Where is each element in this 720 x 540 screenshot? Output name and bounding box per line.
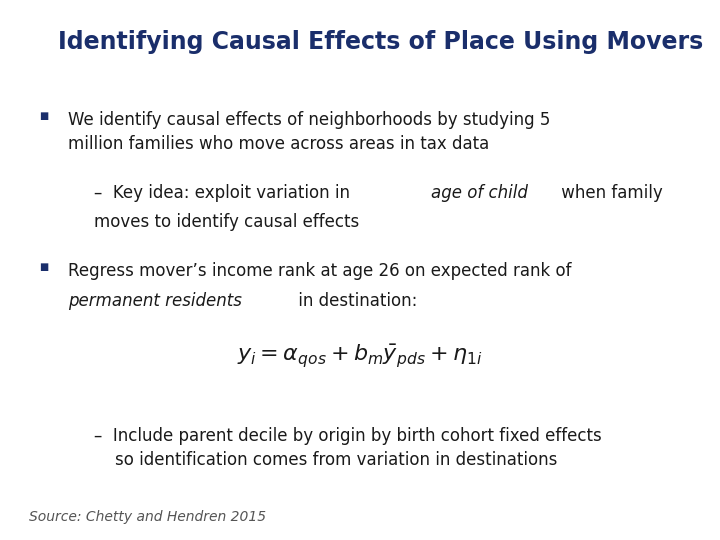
Text: –  Key idea: exploit variation in: – Key idea: exploit variation in [94, 184, 355, 201]
Text: Identifying Causal Effects of Place Using Movers: Identifying Causal Effects of Place Usin… [58, 30, 703, 53]
Text: ■: ■ [40, 111, 49, 121]
Text: age of child: age of child [431, 184, 528, 201]
Text: $y_i = \alpha_{qos} + b_m\bar{y}_{pds} + \eta_{1i}$: $y_i = \alpha_{qos} + b_m\bar{y}_{pds} +… [238, 343, 482, 370]
Text: Regress mover’s income rank at age 26 on expected rank of: Regress mover’s income rank at age 26 on… [68, 262, 572, 280]
Text: –  Include parent decile by origin by birth cohort fixed effects
    so identifi: – Include parent decile by origin by bir… [94, 427, 601, 469]
Text: in destination:: in destination: [293, 292, 417, 309]
Text: We identify causal effects of neighborhoods by studying 5
million families who m: We identify causal effects of neighborho… [68, 111, 551, 153]
Text: moves to identify causal effects: moves to identify causal effects [94, 213, 359, 231]
Text: when family: when family [556, 184, 662, 201]
Text: Source: Chetty and Hendren 2015: Source: Chetty and Hendren 2015 [29, 510, 266, 524]
Text: permanent residents: permanent residents [68, 292, 242, 309]
Text: ■: ■ [40, 262, 49, 272]
